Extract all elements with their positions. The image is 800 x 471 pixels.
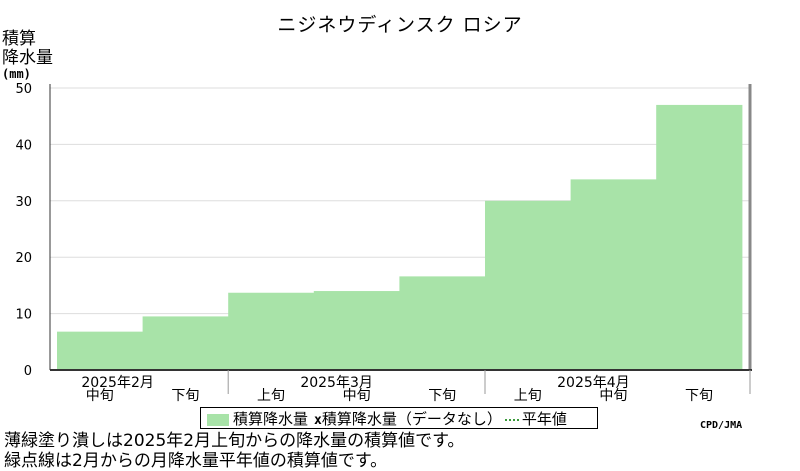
x-tick-label: 中旬 [86, 388, 114, 404]
legend-swatch-accumulated [207, 413, 229, 426]
y-axis-unit: (mm) [2, 67, 31, 81]
y-tick-label: 10 [15, 308, 32, 323]
precip-bar [228, 292, 315, 370]
credit: CPD/JMA [700, 420, 743, 431]
y-tick-label: 40 [15, 138, 32, 153]
legend-missing-marker: x [314, 413, 322, 428]
x-tick-label: 中旬 [599, 388, 627, 404]
y-tick-label: 30 [15, 195, 32, 210]
precip-bar [313, 291, 400, 370]
month-label: 2025年3月 [300, 375, 373, 391]
precip-bar [142, 316, 229, 370]
legend: 積算降水量 x積算降水量（データなし） 平年値 [200, 407, 598, 429]
y-axis-ticks: 0 10 20 30 40 50 [15, 82, 32, 379]
y-tick-label: 0 [24, 364, 32, 379]
legend-normal-line [504, 418, 519, 421]
month-label: 2025年4月 [557, 375, 630, 391]
x-tick-label: 上旬 [257, 388, 285, 404]
x-tick-label: 上旬 [514, 388, 542, 404]
precip-bar [485, 200, 572, 370]
x-tick-label: 下旬 [428, 388, 456, 404]
x-tick-label: 下旬 [171, 388, 199, 404]
y-tick-label: 20 [15, 251, 32, 266]
legend-label-accumulated: 積算降水量 [233, 410, 309, 428]
accumulated-precip-area [57, 104, 743, 371]
y-axis-label: 積算 降水量 (mm) [2, 30, 53, 81]
precip-bar [570, 179, 657, 370]
y-axis-label-line1: 積算 [2, 29, 36, 49]
legend-label-normal: 平年値 [521, 410, 567, 428]
precip-bar [399, 276, 486, 370]
note-line-1: 薄緑塗り潰しは2025年2月上旬からの降水量の積算値です。 [4, 431, 465, 451]
y-tick-label: 50 [15, 82, 32, 97]
y-axis-label-line2: 降水量 [2, 48, 53, 68]
precip-bar [57, 331, 144, 370]
plot-frame [49, 84, 752, 371]
legend-label-missing: 積算降水量（データなし） [321, 410, 502, 428]
chart-title: ニジネウディンスク ロシア [277, 14, 523, 36]
note-line-2: 緑点線は2月からの月降水量平年値の積算値です。 [4, 451, 388, 471]
x-tick-label: 下旬 [685, 388, 713, 404]
x-tick-label: 中旬 [343, 388, 371, 404]
month-label: 2025年2月 [81, 375, 154, 391]
precip-bar [656, 104, 743, 371]
